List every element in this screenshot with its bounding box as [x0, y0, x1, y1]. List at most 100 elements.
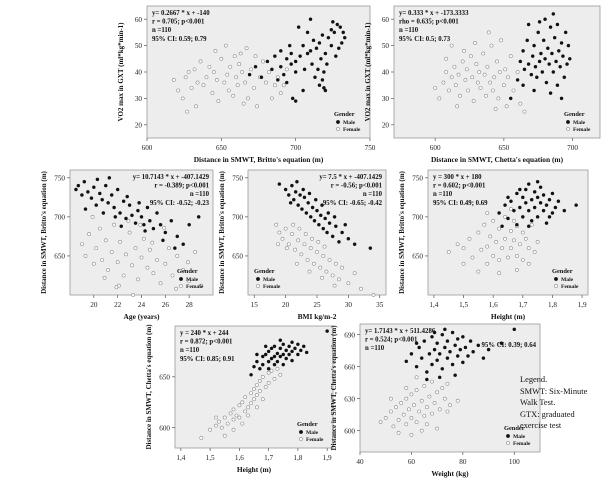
data-point-male: [301, 187, 305, 192]
data-point-female: [293, 247, 297, 252]
data-point-male: [101, 211, 106, 215]
data-point-female: [458, 93, 462, 98]
data-point-male: [284, 356, 288, 361]
data-point-male: [450, 362, 455, 367]
data-point-female: [291, 222, 296, 227]
data-point-male: [296, 342, 300, 347]
data-point-female: [469, 54, 473, 59]
regression-stat-text: y= 1.7143 * x + 511.4286: [365, 328, 436, 335]
data-point-male: [104, 183, 108, 188]
data-point-male: [330, 234, 335, 239]
data-point-female: [246, 413, 251, 418]
data-point-female: [214, 415, 218, 420]
data-point-female: [222, 433, 227, 438]
x-tick-label: 20: [90, 301, 98, 309]
y-tick-label: 600: [344, 427, 355, 435]
data-point-female: [181, 268, 186, 272]
data-point-male: [289, 62, 293, 66]
regression-stat-text: rho = 0.635; p<0.001: [399, 19, 459, 26]
data-point-male: [148, 219, 152, 223]
data-point-female: [518, 101, 523, 106]
plot-area: [69, 169, 214, 296]
data-point-male: [543, 57, 547, 61]
data-point-male: [537, 20, 542, 24]
data-point-female: [225, 72, 230, 77]
data-point-male: [113, 215, 118, 219]
data-point-female: [492, 75, 497, 80]
chart-chetta-vs-height: 1,4 1,5 1,6 1,7 1,8 1,9 600 650 Height (m) Distan…: [128, 324, 338, 489]
data-point-male: [335, 22, 340, 27]
data-point-male: [499, 341, 504, 345]
data-point-female: [401, 412, 406, 417]
data-point-female: [222, 80, 227, 85]
legend-marker-female: [336, 127, 340, 131]
regression-stat-text: r = 0.705; p<0.001: [152, 19, 205, 26]
legend-title: Gender: [504, 425, 525, 432]
data-point-female: [158, 281, 163, 286]
data-point-female: [235, 83, 240, 88]
data-point-female: [419, 428, 424, 433]
data-point-male: [302, 195, 307, 200]
data-point-male: [307, 191, 312, 196]
data-point-female: [489, 43, 494, 48]
data-point-male: [293, 190, 298, 194]
data-point-female: [286, 242, 291, 247]
data-point-female: [296, 238, 301, 243]
data-point-female: [171, 78, 176, 82]
data-point-female: [422, 383, 427, 388]
legend-marker-female: [554, 284, 558, 288]
data-point-female: [249, 391, 253, 396]
data-point-female: [485, 64, 490, 69]
data-point-female: [504, 104, 509, 109]
regression-stat-text: n =110: [365, 345, 385, 352]
regression-stat-text: r = 0.872; p<0.001: [180, 339, 233, 346]
regression-stat-text: 95% CI: 0.59; 0.79: [152, 36, 207, 43]
data-point-male: [543, 17, 547, 21]
data-point-male: [115, 187, 120, 192]
data-point-female: [219, 56, 224, 61]
data-point-male: [445, 356, 450, 360]
legend-title: Gender: [552, 268, 573, 275]
data-point-female: [201, 83, 206, 88]
data-point-male: [281, 362, 286, 367]
data-point-female: [433, 85, 438, 90]
data-point-female: [452, 64, 457, 69]
data-point-male: [276, 78, 280, 82]
data-point-male: [263, 344, 268, 349]
data-point-male: [506, 195, 510, 200]
data-point-female: [422, 413, 427, 418]
data-point-female: [435, 390, 440, 395]
data-point-female: [100, 257, 105, 262]
data-point-male: [323, 51, 328, 56]
y-tick-label: 750: [54, 174, 65, 182]
data-point-male: [352, 242, 357, 246]
data-point-female: [116, 283, 121, 288]
data-point-male: [83, 207, 88, 211]
data-point-female: [449, 75, 454, 80]
data-point-male: [290, 183, 294, 188]
data-point-female: [321, 254, 326, 258]
x-tick-label: 28: [186, 301, 194, 309]
data-point-female: [106, 268, 111, 272]
y-tick-label: 30: [135, 95, 143, 103]
data-point-male: [529, 197, 534, 202]
data-point-female: [475, 80, 480, 85]
data-point-male: [293, 59, 298, 64]
data-point-male: [277, 182, 282, 186]
data-point-female: [243, 409, 248, 414]
x-tick-label: 35: [376, 301, 384, 309]
y-axis-label: VO2 max in GXT (ml*kg*min-1): [364, 22, 372, 122]
legend-marker-female: [256, 284, 260, 288]
data-point-male: [506, 216, 510, 221]
chart-chetta-vs-weight: 40 60 80 100 600 630 660 690 Weight (kg) Distance…: [312, 322, 547, 492]
data-point-male: [261, 362, 265, 367]
data-point-female: [430, 379, 434, 384]
data-point-female: [449, 43, 454, 48]
data-point-male: [535, 215, 540, 219]
x-tick-label: 1,6: [489, 301, 498, 309]
data-point-male: [468, 339, 473, 343]
data-point-male: [281, 352, 286, 357]
regression-stat-text: y= 10.7143 * x + -407.1429: [133, 174, 210, 181]
data-point-male: [124, 216, 128, 221]
data-point-female: [255, 405, 259, 410]
